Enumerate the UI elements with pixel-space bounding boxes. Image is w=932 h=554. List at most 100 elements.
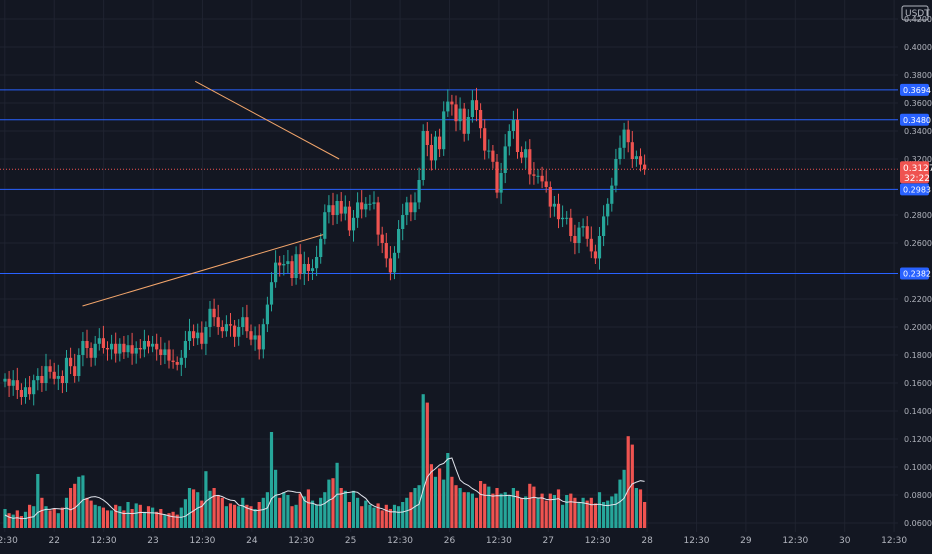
candle-body [175,362,179,365]
currency-selector[interactable]: USDT [901,5,930,21]
volume-bar [163,514,167,528]
candle-body [101,338,105,348]
volume-bar [146,506,151,528]
candle-body [155,343,159,350]
candle-body [228,324,233,326]
candle-body [48,366,52,372]
price-tick-label: 0.1400 [904,407,932,416]
volume-bar [425,402,429,528]
volume-bar [138,504,142,528]
price-tick-label: 0.2800 [904,211,932,220]
volume-bar [351,490,356,528]
candle-body [565,217,569,219]
candle-body [118,343,122,354]
volume-bar [602,502,606,528]
volume-bar [368,504,372,528]
candle-body [454,104,458,122]
volume-bar [417,485,421,528]
volume-bar [306,489,310,528]
candle-body [544,181,548,187]
volume-bar [589,497,593,528]
volume-bar [606,500,610,528]
candle-body [28,387,32,395]
candle-body [388,258,392,273]
candle-body [618,147,622,159]
candle-body [36,376,40,381]
volume-bar [60,507,64,528]
candle-body [417,180,421,203]
candle-body [384,243,388,259]
candle-body [511,119,515,131]
candle-body [187,331,192,341]
candle-body [77,355,81,376]
trendline-support[interactable] [82,234,324,307]
volume-bar [245,504,249,528]
candle-body [208,308,212,327]
volume-bar [593,503,597,528]
time-tick-label: 24 [246,536,258,546]
candle-body [233,325,237,337]
volume-bar [552,495,556,528]
time-tick-label: 25 [345,536,356,546]
volume-bar [36,474,40,528]
price-axis[interactable]: 0.42000.40000.38000.36000.34000.32000.28… [904,15,932,528]
candle-body [585,226,589,239]
volume-bar [126,502,130,528]
currency-badge[interactable] [901,5,929,21]
candle-body [491,150,495,162]
volume-bar [237,506,241,528]
volume-bar [23,511,28,528]
candle-body [40,376,44,383]
volume-bar [339,488,343,528]
time-axis[interactable]: 12:30 22 12:30 23 12:30 24 12:30 25 12:30 26 12:30… [0,536,907,546]
candle-body [319,238,323,257]
volume-bar [376,503,380,528]
candle-body [536,175,540,177]
volume-bar [228,503,233,528]
volume-bar [175,514,179,528]
time-tick-label: 12:30 [782,536,808,546]
volume-bar [40,497,44,528]
candle-body [224,324,228,332]
time-tick-label: 12:30 [585,536,611,546]
candle-countdown: 32:22 [904,174,930,184]
candle-body [450,101,454,105]
volume-bar [536,497,540,528]
candle-body [577,227,581,243]
volume-bar [499,493,503,528]
time-tick-label: 22 [48,536,59,546]
current-price-tag: 0.3127 32:22 [900,161,932,184]
volume-bar [511,488,515,528]
candle-body [269,282,274,305]
volume-bar [134,503,138,528]
time-tick-label: 12:30 [486,536,512,546]
volume-bar [286,495,290,528]
volume-bar [565,495,569,528]
volume-bar [233,504,237,528]
volume-bar [319,497,323,528]
volume-bar [93,504,97,528]
candle-body [245,317,249,332]
trendlines[interactable] [82,80,340,307]
candle-body [237,327,241,337]
horizontal-levels[interactable] [0,89,898,275]
candle-body [466,117,470,134]
trendline-resistance[interactable] [195,80,340,160]
volume-bar [421,394,425,528]
candle-body [146,341,151,347]
volume-bar [401,502,405,528]
candle-body [515,119,520,152]
volume-bar [69,488,73,528]
volume-bar [556,489,561,528]
volume-bar [15,510,19,528]
volume-bar [310,500,315,528]
level-price-labels: 0.3694 0.3480 0.2983 0.2382 [900,83,931,280]
candle-body [265,304,269,325]
volume-bar [212,488,216,528]
level-label-badge [900,183,929,196]
volume-bar [85,497,89,528]
volume-bar [483,483,487,528]
price-tick-label: 0.0600 [904,519,932,528]
